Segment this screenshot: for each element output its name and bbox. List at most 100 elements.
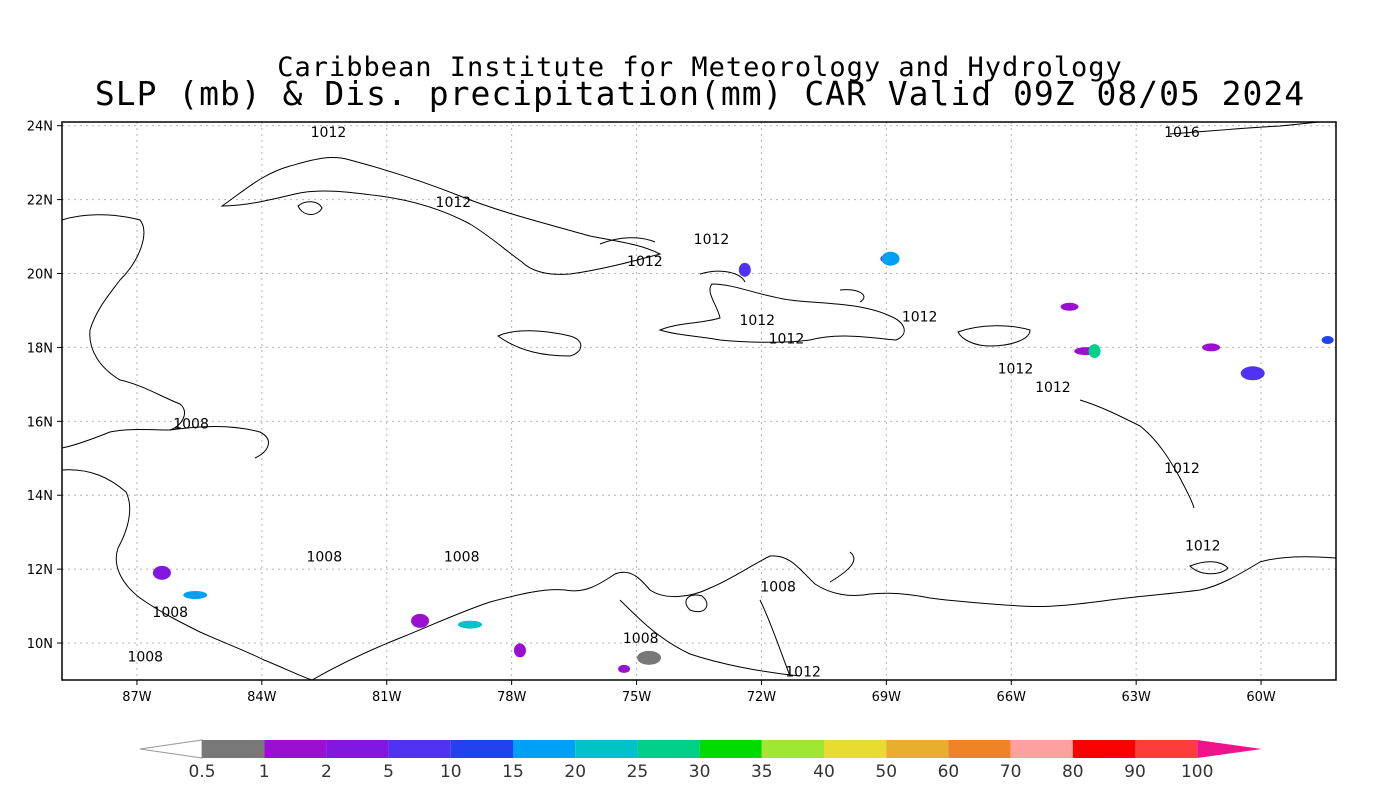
colorbar-label: 5	[383, 762, 394, 782]
coastline-cuba	[220, 157, 662, 275]
isobar-label: 1012	[1164, 461, 1200, 477]
isobar-label: 1012	[998, 361, 1034, 377]
colorbar-swatch	[699, 740, 762, 758]
isobar-label: 1012	[627, 254, 663, 270]
isobar-label: 1012	[1185, 539, 1221, 555]
precip-cell	[183, 591, 208, 600]
lon-tick-label: 87W	[122, 690, 152, 705]
lat-tick-label: 14N	[27, 489, 53, 504]
colorbar-swatch	[637, 740, 700, 758]
colorbar-label: 50	[875, 762, 897, 782]
lat-tick-label: 10N	[27, 637, 53, 652]
coastline-lake-maracaibo	[685, 594, 708, 612]
colorbar-swatch	[948, 740, 1011, 758]
coastline-isle-of-youth	[297, 201, 323, 215]
lon-tick-label: 81W	[372, 690, 402, 705]
colorbar-swatch	[886, 740, 949, 758]
coastline-central-america	[62, 469, 313, 680]
coastline-lesser-antilles	[1079, 399, 1195, 509]
precip-cell	[618, 664, 631, 673]
colorbar-swatch	[388, 740, 451, 758]
isobar-label: 1008	[623, 631, 659, 647]
coastlines	[62, 122, 1336, 680]
lon-tick-label: 84W	[247, 690, 277, 705]
lat-tick-label: 12N	[27, 563, 53, 578]
precip-cell	[637, 650, 662, 665]
lat-tick-label: 16N	[27, 415, 53, 430]
colorbar-swatch	[202, 740, 265, 758]
colorbar-label: 10	[440, 762, 462, 782]
colorbar-swatch	[824, 740, 887, 758]
colorbar-label: 80	[1062, 762, 1084, 782]
isobar-label: 1008	[760, 579, 796, 595]
colorbar-swatch	[761, 740, 824, 758]
isobar-label: 1012	[694, 232, 730, 248]
isobar-label: 1012	[785, 664, 821, 680]
isobar-label: 1012	[1035, 380, 1071, 396]
colorbar-swatch	[450, 740, 513, 758]
precipitation-layer	[152, 251, 1334, 673]
colorbar-swatch	[513, 740, 576, 758]
isobar-label: 1012	[769, 332, 805, 348]
precip-cell	[411, 613, 430, 628]
colorbar-label: 40	[813, 762, 835, 782]
colorbar-label: 100	[1181, 762, 1213, 782]
lon-tick-label: 63W	[1121, 690, 1151, 705]
isobar-label: 1012	[902, 310, 938, 326]
lon-tick-label: 69W	[872, 690, 902, 705]
colorbar-label: 60	[938, 762, 960, 782]
colorbar-label: 70	[1000, 762, 1022, 782]
precip-cell	[881, 251, 900, 266]
map-title-line1: Caribbean Institute for Meteorology and …	[277, 52, 1123, 83]
isobar-label: 1012	[739, 313, 775, 329]
colorbar-label: 0.5	[188, 762, 215, 782]
precip-cell	[1240, 366, 1265, 381]
isobar-label: 1008	[152, 605, 188, 621]
coastline-hispaniola	[658, 283, 905, 343]
longitude-axis: 87W 84W 81W 78W 75W 72W 69W 66W 63W 60W	[122, 680, 1276, 705]
precip-cell	[458, 620, 483, 629]
coastline-yucatan	[62, 214, 185, 449]
precip-cell	[513, 643, 526, 658]
lat-tick-label: 22N	[27, 194, 53, 209]
lon-tick-label: 60W	[1246, 690, 1276, 705]
precip-cell	[1202, 343, 1221, 352]
map-title-line2: SLP (mb) & Dis. precipitation(mm) CAR Va…	[94, 74, 1306, 113]
precip-cell	[1088, 344, 1101, 359]
isobar-label: 1008	[173, 417, 209, 433]
isobar-label: 1008	[444, 550, 480, 566]
colorbar-label: 2	[321, 762, 332, 782]
colorbar-label: 30	[689, 762, 711, 782]
lat-tick-label: 18N	[27, 341, 53, 356]
colorbar-swatch	[1010, 740, 1073, 758]
coastline-honduras	[169, 426, 269, 459]
lat-tick-label: 20N	[27, 268, 53, 283]
colorbar-label: 25	[627, 762, 649, 782]
isobar-label: 1016	[1164, 125, 1200, 141]
lat-tick-label: 24N	[27, 120, 53, 135]
colorbar-low-end	[139, 739, 203, 759]
coastline-venezuela-interior	[619, 551, 855, 677]
colorbar-label: 35	[751, 762, 773, 782]
colorbar-high-end	[1197, 740, 1262, 758]
latitude-axis: 24N 22N 20N 18N 16N 14N 12N 10N	[27, 120, 62, 652]
coastline-jamaica	[497, 330, 582, 357]
precip-cell	[152, 565, 171, 580]
colorbar-label: 1	[259, 762, 270, 782]
colorbar-swatch	[575, 740, 638, 758]
coastline-puerto-rico	[957, 325, 1031, 347]
colorbar-swatch	[1135, 740, 1198, 758]
colorbar: 0.5 1 2 5 10 15 20 25 30 35 40 50 60 70 80 90 100	[139, 739, 1262, 782]
precip-cell	[1321, 336, 1334, 345]
lon-tick-label: 75W	[622, 690, 652, 705]
isobar-label: 1012	[311, 125, 347, 141]
colorbar-swatch	[326, 740, 389, 758]
colorbar-swatch	[264, 740, 327, 758]
isobar-label: 1008	[127, 650, 163, 666]
colorbar-label: 15	[502, 762, 524, 782]
precip-cell	[1060, 302, 1079, 311]
colorbar-label: 90	[1124, 762, 1146, 782]
lon-tick-label: 66W	[997, 690, 1027, 705]
